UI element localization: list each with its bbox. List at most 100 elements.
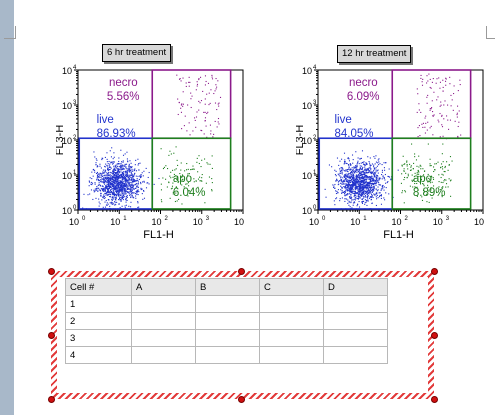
live-event-dot [369,178,371,180]
necro-event-dot [449,119,452,121]
necro-event-dot [210,130,212,132]
dot-plot-12hr[interactable]: 100100101101102102103103104104FL1-HFL3-H… [296,60,486,250]
apo-event-dot [429,165,431,167]
necro-event-dot [204,120,206,122]
apo-event-dot [188,190,190,192]
necro-event-dot [195,126,197,128]
resize-handle[interactable] [431,268,438,275]
apo-event-dot [410,165,412,167]
necro-event-dot [448,128,450,130]
table-cell[interactable] [131,329,196,347]
live-event-dot [335,192,338,195]
live-event-dot [350,190,352,192]
live-event-dot [104,171,106,173]
live-event-dot [130,178,132,181]
live-event-dot [130,170,132,172]
table-cell[interactable] [195,346,260,364]
table-cell[interactable] [195,329,260,347]
live-event-dot [366,176,368,178]
live-event-dot [363,180,365,182]
resize-handle[interactable] [431,332,438,339]
column-header[interactable]: D [323,278,388,296]
table-cell[interactable] [195,295,260,313]
live-event-dot [357,180,360,182]
apo-event-dot [187,182,189,184]
live-event-dot [358,187,360,189]
table-cell[interactable] [131,346,196,364]
necro-event-dot [204,103,206,105]
apo-event-dot [439,189,441,191]
table-cell[interactable] [323,295,388,313]
table-cell[interactable] [259,329,324,347]
live-event-dot [119,179,121,182]
resize-handle[interactable] [48,268,55,275]
live-event-dot [94,183,96,185]
resize-handle[interactable] [238,396,245,403]
live-event-dot [351,186,353,188]
table-cell[interactable] [131,295,196,313]
live-event-dot [140,174,142,176]
live-event-dot [383,186,385,188]
live-event-dot [351,177,353,179]
resize-handle[interactable] [48,332,55,339]
live-event-dot [141,193,143,195]
live-event-dot [132,180,135,182]
necro-event-dot [212,136,214,138]
live-event-dot [346,184,348,186]
live-event-dot [373,186,375,188]
apo-event-dot [198,162,200,165]
live-event-dot [124,180,126,182]
necro-event-dot [440,101,442,103]
table-cell[interactable] [259,346,324,364]
live-event-dot [129,169,131,172]
table-cell[interactable] [323,329,388,347]
table-cell[interactable] [259,312,324,330]
live-gate-name: live [97,114,114,126]
live-event-dot [112,177,114,179]
live-event-dot [358,191,360,193]
dot-plot-6hr[interactable]: 100100101101102102103103104104FL1-HFL3-H… [56,60,246,250]
table-cell[interactable] [131,312,196,330]
table-cell[interactable] [323,312,388,330]
live-event-dot [357,161,359,163]
apo-event-dot [448,178,450,180]
resize-handle[interactable] [431,396,438,403]
live-event-dot [101,157,103,159]
live-event-dot [119,190,121,192]
plot-2-title[interactable]: 12 hr treatment [337,45,412,63]
necro-event-dot [439,112,441,115]
live-event-dot [118,199,120,201]
live-event-dot [124,177,126,179]
necro-event-dot [441,115,443,117]
resize-handle[interactable] [238,268,245,275]
live-event-dot [367,172,369,174]
live-event-dot [362,181,364,183]
table-cell[interactable] [323,346,388,364]
column-header[interactable]: A [131,278,196,296]
live-event-dot [129,174,131,176]
plot-1-title[interactable]: 6 hr treatment [102,44,172,62]
live-event-dot [140,187,142,189]
table-cell[interactable]: 3 [65,329,132,347]
table-cell[interactable] [259,295,324,313]
table-cell[interactable] [195,312,260,330]
live-event-dot [110,176,112,178]
resize-handle[interactable] [48,396,55,403]
live-event-dot [137,206,139,208]
live-event-dot [374,163,376,165]
apo-event-dot [421,199,424,202]
apo-event-dot [185,183,187,185]
live-event-dot [116,193,118,195]
live-event-dot [125,185,127,187]
live-event-dot [104,197,106,199]
table-cell[interactable]: 1 [65,295,132,313]
live-event-dot [358,176,360,178]
column-header[interactable]: B [195,278,260,296]
necro-event-dot [188,85,190,87]
table-cell[interactable]: 2 [65,312,132,330]
live-event-dot [116,175,118,177]
table-cell[interactable]: 4 [65,346,132,364]
column-header[interactable]: Cell # [65,278,132,296]
data-table[interactable]: Cell # A B C D 1 2 3 4 [65,278,388,364]
column-header[interactable]: C [259,278,324,296]
